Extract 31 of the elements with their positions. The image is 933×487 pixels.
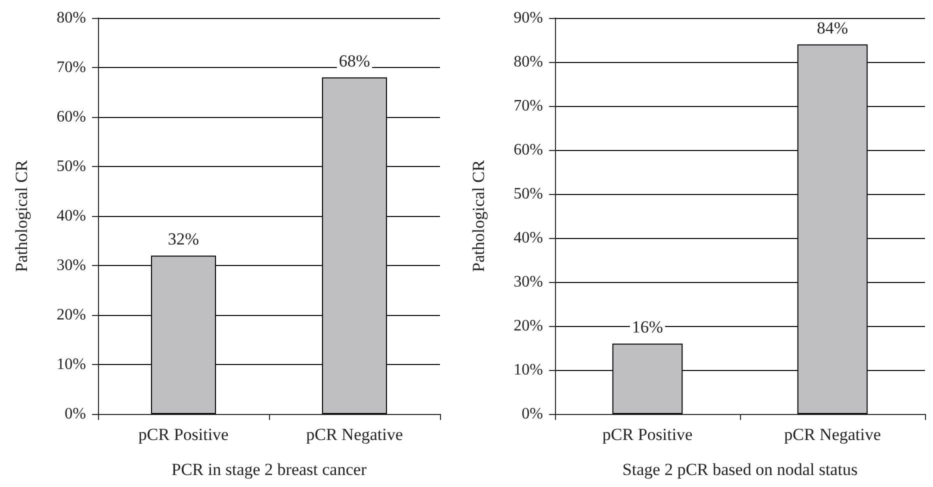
y-tick-label: 30% xyxy=(514,274,543,290)
data-label: 32% xyxy=(168,230,200,249)
y-tick-label: 80% xyxy=(514,54,543,70)
data-label: 84% xyxy=(816,18,848,38)
y-axis-title: Pathological CR xyxy=(469,159,488,272)
y-tick-label: 70% xyxy=(56,59,86,76)
x-tick-label: pCR Positive xyxy=(602,425,693,444)
y-tick-label: 20% xyxy=(514,318,543,334)
y-axis-title: Pathological CR xyxy=(12,159,31,272)
y-tick-label: 70% xyxy=(514,98,543,114)
y-tick-label: 60% xyxy=(56,108,86,126)
y-tick-label: 90% xyxy=(514,10,543,26)
y-tick-label: 10% xyxy=(514,362,543,378)
y-tick-label: 80% xyxy=(56,10,86,26)
y-tick-label: 50% xyxy=(56,158,86,175)
x-tick-label: pCR Positive xyxy=(138,425,229,444)
y-tick-label: 40% xyxy=(514,230,543,246)
y-tick-label: 20% xyxy=(56,306,86,324)
y-tick-label: 40% xyxy=(56,208,86,224)
x-axis-title: Stage 2 pCR based on nodal status xyxy=(622,460,858,479)
y-tick-label: 10% xyxy=(56,356,86,373)
x-tick-label: pCR Negative xyxy=(306,425,403,444)
data-label: 68% xyxy=(338,51,370,70)
y-tick-label: 60% xyxy=(514,142,543,158)
y-tick-label: 0% xyxy=(522,406,543,422)
y-tick-label: 30% xyxy=(56,257,86,274)
y-tick-label: 50% xyxy=(514,186,543,202)
x-axis-title: PCR in stage 2 breast cancer xyxy=(172,460,367,479)
data-label: 16% xyxy=(632,318,664,337)
y-tick-label: 0% xyxy=(64,406,86,422)
x-tick-label: pCR Negative xyxy=(784,425,881,444)
